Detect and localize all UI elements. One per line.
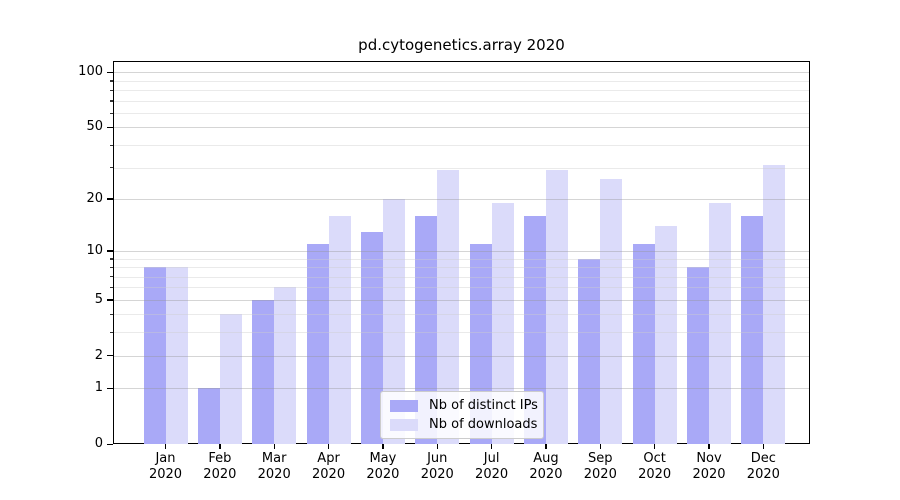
x-tick-label: Aug 2020 — [529, 451, 563, 482]
chart-title: pd.cytogenetics.array 2020 — [358, 36, 565, 54]
x-tick-mark — [219, 444, 221, 449]
x-tick-mark — [599, 444, 601, 449]
x-tick-mark — [382, 444, 384, 449]
plot-frame — [113, 61, 810, 444]
x-tick-label: Jan 2020 — [148, 451, 183, 482]
x-tick-mark — [327, 444, 330, 449]
x-tick-label: Nov 2020 — [692, 451, 726, 482]
downloads-swatch — [390, 418, 418, 431]
x-tick-label: Dec 2020 — [746, 451, 780, 482]
legend-label: Nb of downloads — [429, 417, 538, 432]
x-tick-label: Sep 2020 — [583, 451, 617, 482]
x-tick-label: Apr 2020 — [312, 451, 346, 482]
x-tick-label: Mar 2020 — [257, 451, 291, 482]
x-tick-mark — [762, 444, 765, 449]
legend-item-distinct-ips: Nb of distinct IPs — [390, 396, 538, 415]
x-tick-label: Jun 2020 — [420, 451, 454, 482]
x-tick-mark — [164, 444, 167, 449]
x-tick-label: Oct 2020 — [638, 451, 672, 482]
y-tick-label: 20 — [86, 190, 103, 206]
y-tick-label: 100 — [78, 64, 103, 80]
x-tick-label: Jul 2020 — [475, 451, 509, 482]
y-tick-label: 1 — [94, 380, 103, 396]
x-tick-mark — [490, 444, 493, 449]
x-tick-label: Feb 2020 — [203, 451, 237, 482]
y-tick-label: 10 — [86, 242, 103, 258]
y-tick-label: 50 — [86, 119, 103, 135]
y-tick-label: 0 — [94, 436, 103, 451]
x-tick-mark — [653, 444, 656, 449]
x-tick-mark — [708, 444, 710, 449]
legend-label: Nb of distinct IPs — [429, 398, 538, 413]
legend-item-downloads: Nb of downloads — [390, 415, 538, 434]
x-tick-mark — [436, 444, 438, 449]
x-tick-label: May 2020 — [366, 451, 400, 482]
x-tick-mark — [545, 444, 547, 449]
y-tick-label: 2 — [94, 347, 103, 363]
x-tick-mark — [273, 444, 275, 449]
y-tick-label: 5 — [94, 291, 103, 307]
legend: Nb of distinct IPs Nb of downloads — [380, 391, 544, 439]
distinct-ips-swatch — [390, 399, 418, 412]
